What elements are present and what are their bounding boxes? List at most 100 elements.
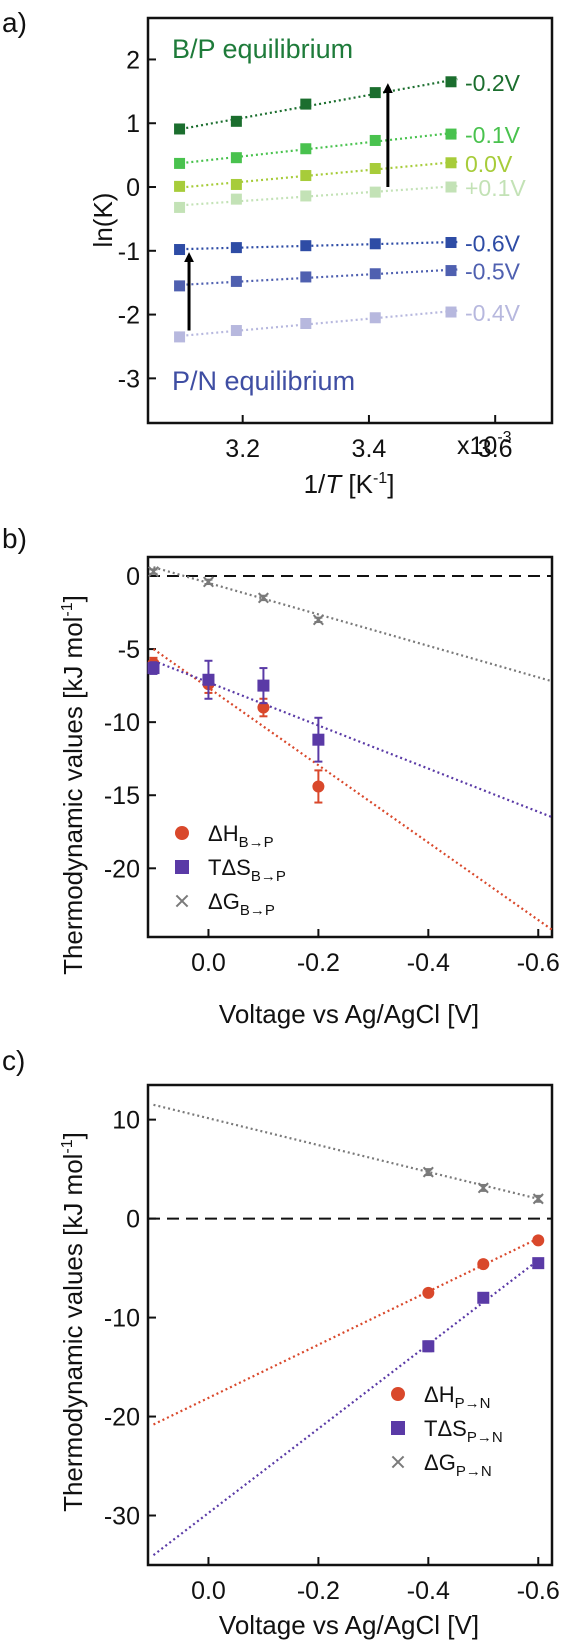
panel-a-point-square xyxy=(300,143,312,155)
panel-a-point-square xyxy=(445,306,457,318)
panel-c-y-ticks: -30 -20 -10 0 10 xyxy=(104,1107,156,1531)
panel-c-legend-point-square xyxy=(391,1421,405,1435)
panel-b-point-cross xyxy=(257,592,269,604)
panel-a-point-square xyxy=(174,280,186,292)
panel-a-point-square xyxy=(174,123,186,135)
panel-a-y-ticks: -3 -2 -1 0 1 2 xyxy=(118,46,156,393)
panel-c-point-square xyxy=(532,1257,545,1270)
panel-b-point-circle xyxy=(312,780,325,793)
c-y-tick-label: -20 xyxy=(104,1404,140,1432)
panel-a-series-label: -0.4V xyxy=(465,300,521,326)
panel-a-point-square xyxy=(445,128,457,140)
panel-c: c) -30 -20 -10 0 10 0.0 -0.2 -0.4 -0.6 ΔHP→N TΔS… xyxy=(2,1045,560,1640)
b-y-tick-label: -15 xyxy=(104,782,140,810)
b-y-tick-label: -10 xyxy=(104,709,140,737)
panel-a-point-square xyxy=(445,157,457,169)
c-x-tick-label: -0.2 xyxy=(297,1577,340,1605)
panel-a-point-square xyxy=(230,275,242,287)
panel-c-point-cross xyxy=(477,1182,489,1194)
panel-b-x-axis-label: Voltage vs Ag/AgCl [V] xyxy=(219,999,479,1029)
a-x-tick-label: 3.6 xyxy=(478,435,513,463)
panel-c-legend-point-circle xyxy=(391,1387,405,1401)
b-x-tick-label: -0.2 xyxy=(297,949,340,977)
panel-b-legend-label: TΔSB→P xyxy=(208,855,286,885)
panel-a-point-square xyxy=(174,201,186,213)
panel-a-series-label: +0.1V xyxy=(465,175,526,201)
panel-b-point-cross xyxy=(312,614,324,626)
panel-a-annotation-bp: B/P equilibrium xyxy=(172,34,353,64)
c-y-tick-label: -10 xyxy=(104,1305,140,1333)
panel-b-label: b) xyxy=(2,523,27,554)
panel-b-point-square xyxy=(202,673,215,686)
panel-a-point-square xyxy=(445,181,457,193)
panel-c-point-cross xyxy=(422,1166,434,1178)
panel-a-point-square xyxy=(300,271,312,283)
panel-c-fit-lines xyxy=(152,1103,539,1556)
panel-c-legend-label: TΔSP→N xyxy=(424,1416,503,1446)
panel-a-fit-line xyxy=(176,240,458,251)
panel-b-point-cross xyxy=(202,576,214,588)
panel-a-point-square xyxy=(445,237,457,249)
panel-a-point-square xyxy=(174,331,186,343)
c-y-tick-label: 10 xyxy=(112,1107,140,1135)
c-y-tick-label: 0 xyxy=(126,1206,140,1234)
a-x-tick-label: 3.4 xyxy=(352,435,387,463)
panel-c-point-cross xyxy=(532,1193,544,1205)
a-y-tick-label: -2 xyxy=(118,302,140,330)
panel-b-legend-point-square xyxy=(175,860,189,874)
panel-a-point-square xyxy=(369,134,381,146)
panel-a-point-square xyxy=(445,265,457,277)
b-y-tick-label: 0 xyxy=(126,563,140,591)
b-x-tick-label: -0.4 xyxy=(407,949,450,977)
c-y-tick-label: -30 xyxy=(104,1503,140,1531)
panel-a-point-square xyxy=(230,178,242,190)
b-x-tick-label: 0.0 xyxy=(191,949,226,977)
panel-b-legend-point-circle xyxy=(175,826,189,840)
a-y-tick-label: 2 xyxy=(126,46,140,74)
panel-a-point-square xyxy=(369,163,381,175)
panel-b-frame xyxy=(146,555,554,939)
panel-a-point-square xyxy=(230,115,242,127)
panel-b-point-square xyxy=(312,733,325,746)
panel-c-legend-label: ΔHP→N xyxy=(424,1382,490,1412)
b-y-tick-label: -20 xyxy=(104,855,140,883)
panel-a-fit-lines xyxy=(176,78,458,338)
panel-c-point-square xyxy=(422,1340,435,1353)
panel-c-fit-line xyxy=(152,1259,539,1556)
panel-a-point-square xyxy=(230,242,242,254)
panel-b-point-square xyxy=(147,662,160,675)
panel-a-point-square xyxy=(369,238,381,250)
panel-a-point-square xyxy=(445,76,457,88)
b-x-tick-label: -0.6 xyxy=(517,949,560,977)
panel-a-point-square xyxy=(300,190,312,202)
c-x-tick-label: 0.0 xyxy=(191,1577,226,1605)
panel-c-point-square xyxy=(477,1291,490,1304)
c-x-tick-label: -0.6 xyxy=(517,1577,560,1605)
panel-a-label: a) xyxy=(2,7,27,38)
panel-c-fit-line xyxy=(153,1237,539,1426)
panel-c-fit-line xyxy=(153,1103,539,1200)
panel-c-legend-point-cross xyxy=(391,1455,405,1469)
panel-b-fit-lines xyxy=(152,566,553,931)
a-x-tick-label: 3.2 xyxy=(225,435,260,463)
panel-a-point-square xyxy=(369,87,381,99)
panel-a-point-square xyxy=(230,193,242,205)
panel-b-fit-line xyxy=(153,566,553,683)
panel-b-legend-label: ΔHB→P xyxy=(208,821,274,851)
panel-a-fit-line xyxy=(176,78,458,131)
panel-b-y-axis-label: Thermodynamic values [kJ mol-1] xyxy=(58,595,88,975)
panel-a-point-square xyxy=(174,244,186,256)
panel-a-fit-line xyxy=(176,184,458,207)
panel-a-x-axis-label: 1/T [K-1] xyxy=(304,469,395,499)
a-y-tick-label: -1 xyxy=(118,238,140,266)
panel-a-fit-line xyxy=(176,160,458,190)
a-y-tick-label: 1 xyxy=(126,110,140,138)
panel-a-series-label: -0.1V xyxy=(465,122,521,148)
panel-b-points xyxy=(147,566,325,804)
panel-a-point-square xyxy=(369,186,381,198)
panel-c-label: c) xyxy=(2,1045,25,1076)
panel-a-point-square xyxy=(300,170,312,182)
panel-a-series-label: -0.6V xyxy=(465,231,521,257)
panel-a-point-square xyxy=(174,180,186,192)
panel-c-frame xyxy=(146,1083,554,1567)
